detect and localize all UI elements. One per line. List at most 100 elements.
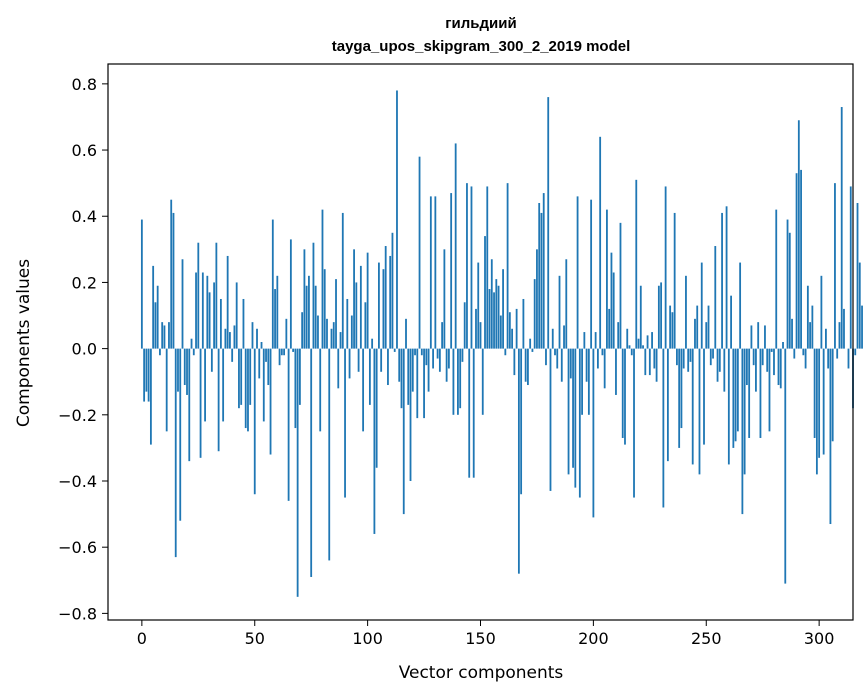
y-tick-label: 0.4 bbox=[72, 207, 97, 226]
bar bbox=[350, 315, 353, 349]
bar bbox=[815, 348, 818, 475]
bar bbox=[321, 209, 324, 349]
bar bbox=[831, 348, 834, 442]
bar bbox=[694, 318, 696, 349]
bar bbox=[707, 305, 710, 349]
bar bbox=[400, 348, 403, 409]
bar bbox=[238, 348, 240, 409]
bar bbox=[517, 348, 520, 574]
bar bbox=[581, 348, 583, 415]
bar bbox=[323, 269, 326, 349]
bar bbox=[676, 348, 678, 366]
chart-title: гильдиий bbox=[445, 15, 516, 32]
bar bbox=[576, 196, 579, 349]
bar bbox=[578, 348, 581, 498]
bar bbox=[687, 348, 690, 372]
bar bbox=[854, 348, 857, 356]
bars-group bbox=[140, 90, 863, 597]
bar bbox=[527, 348, 529, 386]
bar bbox=[427, 348, 430, 392]
bar bbox=[375, 348, 378, 468]
bar bbox=[721, 212, 723, 349]
bar bbox=[666, 348, 669, 462]
bar bbox=[743, 348, 746, 475]
bar bbox=[208, 292, 211, 349]
bar bbox=[682, 348, 685, 369]
bar bbox=[445, 348, 448, 382]
bar bbox=[587, 348, 590, 415]
bar bbox=[226, 255, 229, 349]
bar bbox=[490, 259, 493, 349]
bar bbox=[213, 282, 216, 349]
bar bbox=[326, 318, 328, 349]
bar bbox=[673, 212, 676, 349]
bar bbox=[664, 186, 667, 349]
bar bbox=[777, 348, 780, 386]
bar bbox=[639, 285, 642, 349]
bar bbox=[479, 322, 482, 349]
bar bbox=[829, 348, 832, 525]
y-tick-label: −0.8 bbox=[58, 604, 97, 623]
bar bbox=[179, 348, 182, 521]
bar bbox=[149, 348, 152, 445]
bar bbox=[542, 193, 545, 349]
bar bbox=[610, 252, 613, 349]
x-axis-ticks: 0 50 100 150 200 250 300 bbox=[137, 620, 834, 648]
bar bbox=[454, 143, 457, 349]
bar bbox=[520, 348, 523, 495]
bar bbox=[341, 212, 344, 349]
bar bbox=[836, 348, 839, 359]
bar bbox=[244, 348, 247, 429]
chart-subtitle: tayga_upos_skipgram_300_2_2019 model bbox=[332, 38, 631, 55]
bar bbox=[813, 348, 816, 438]
bar bbox=[423, 348, 425, 419]
bar bbox=[540, 212, 543, 349]
bar bbox=[709, 348, 712, 366]
bar bbox=[285, 318, 288, 349]
bar bbox=[730, 295, 732, 349]
bar bbox=[484, 236, 486, 349]
bar bbox=[685, 275, 687, 349]
bar bbox=[608, 308, 611, 349]
bar bbox=[443, 249, 446, 349]
bar bbox=[791, 318, 793, 349]
bar bbox=[703, 348, 705, 445]
bar bbox=[563, 325, 565, 349]
bar bbox=[847, 348, 850, 369]
bar bbox=[545, 348, 547, 366]
bar bbox=[310, 348, 313, 577]
bar bbox=[468, 348, 471, 478]
bar bbox=[201, 272, 204, 349]
bar bbox=[508, 312, 511, 349]
bar bbox=[206, 275, 209, 349]
bar bbox=[262, 348, 265, 422]
bar bbox=[732, 348, 735, 448]
bar bbox=[818, 348, 821, 458]
bar bbox=[398, 348, 401, 382]
bar bbox=[161, 322, 164, 349]
bar bbox=[630, 348, 633, 356]
bar bbox=[804, 348, 807, 369]
x-tick-label: 250 bbox=[691, 629, 722, 648]
bar bbox=[628, 345, 631, 349]
bar bbox=[712, 348, 714, 359]
bar bbox=[554, 348, 556, 356]
bar bbox=[764, 325, 766, 349]
bar bbox=[761, 348, 764, 366]
x-tick-label: 150 bbox=[465, 629, 496, 648]
bar bbox=[335, 279, 337, 349]
bar bbox=[606, 209, 608, 349]
bar bbox=[696, 305, 699, 349]
bar bbox=[556, 348, 559, 369]
bar bbox=[558, 275, 561, 349]
bar bbox=[698, 348, 701, 475]
plot-area-frame bbox=[107, 63, 854, 621]
bar bbox=[596, 348, 599, 369]
bar bbox=[296, 348, 299, 597]
bar bbox=[240, 348, 243, 405]
bar bbox=[373, 348, 376, 534]
bar bbox=[793, 348, 796, 359]
bar bbox=[436, 348, 439, 359]
bar bbox=[806, 285, 809, 349]
bar bbox=[317, 315, 319, 349]
